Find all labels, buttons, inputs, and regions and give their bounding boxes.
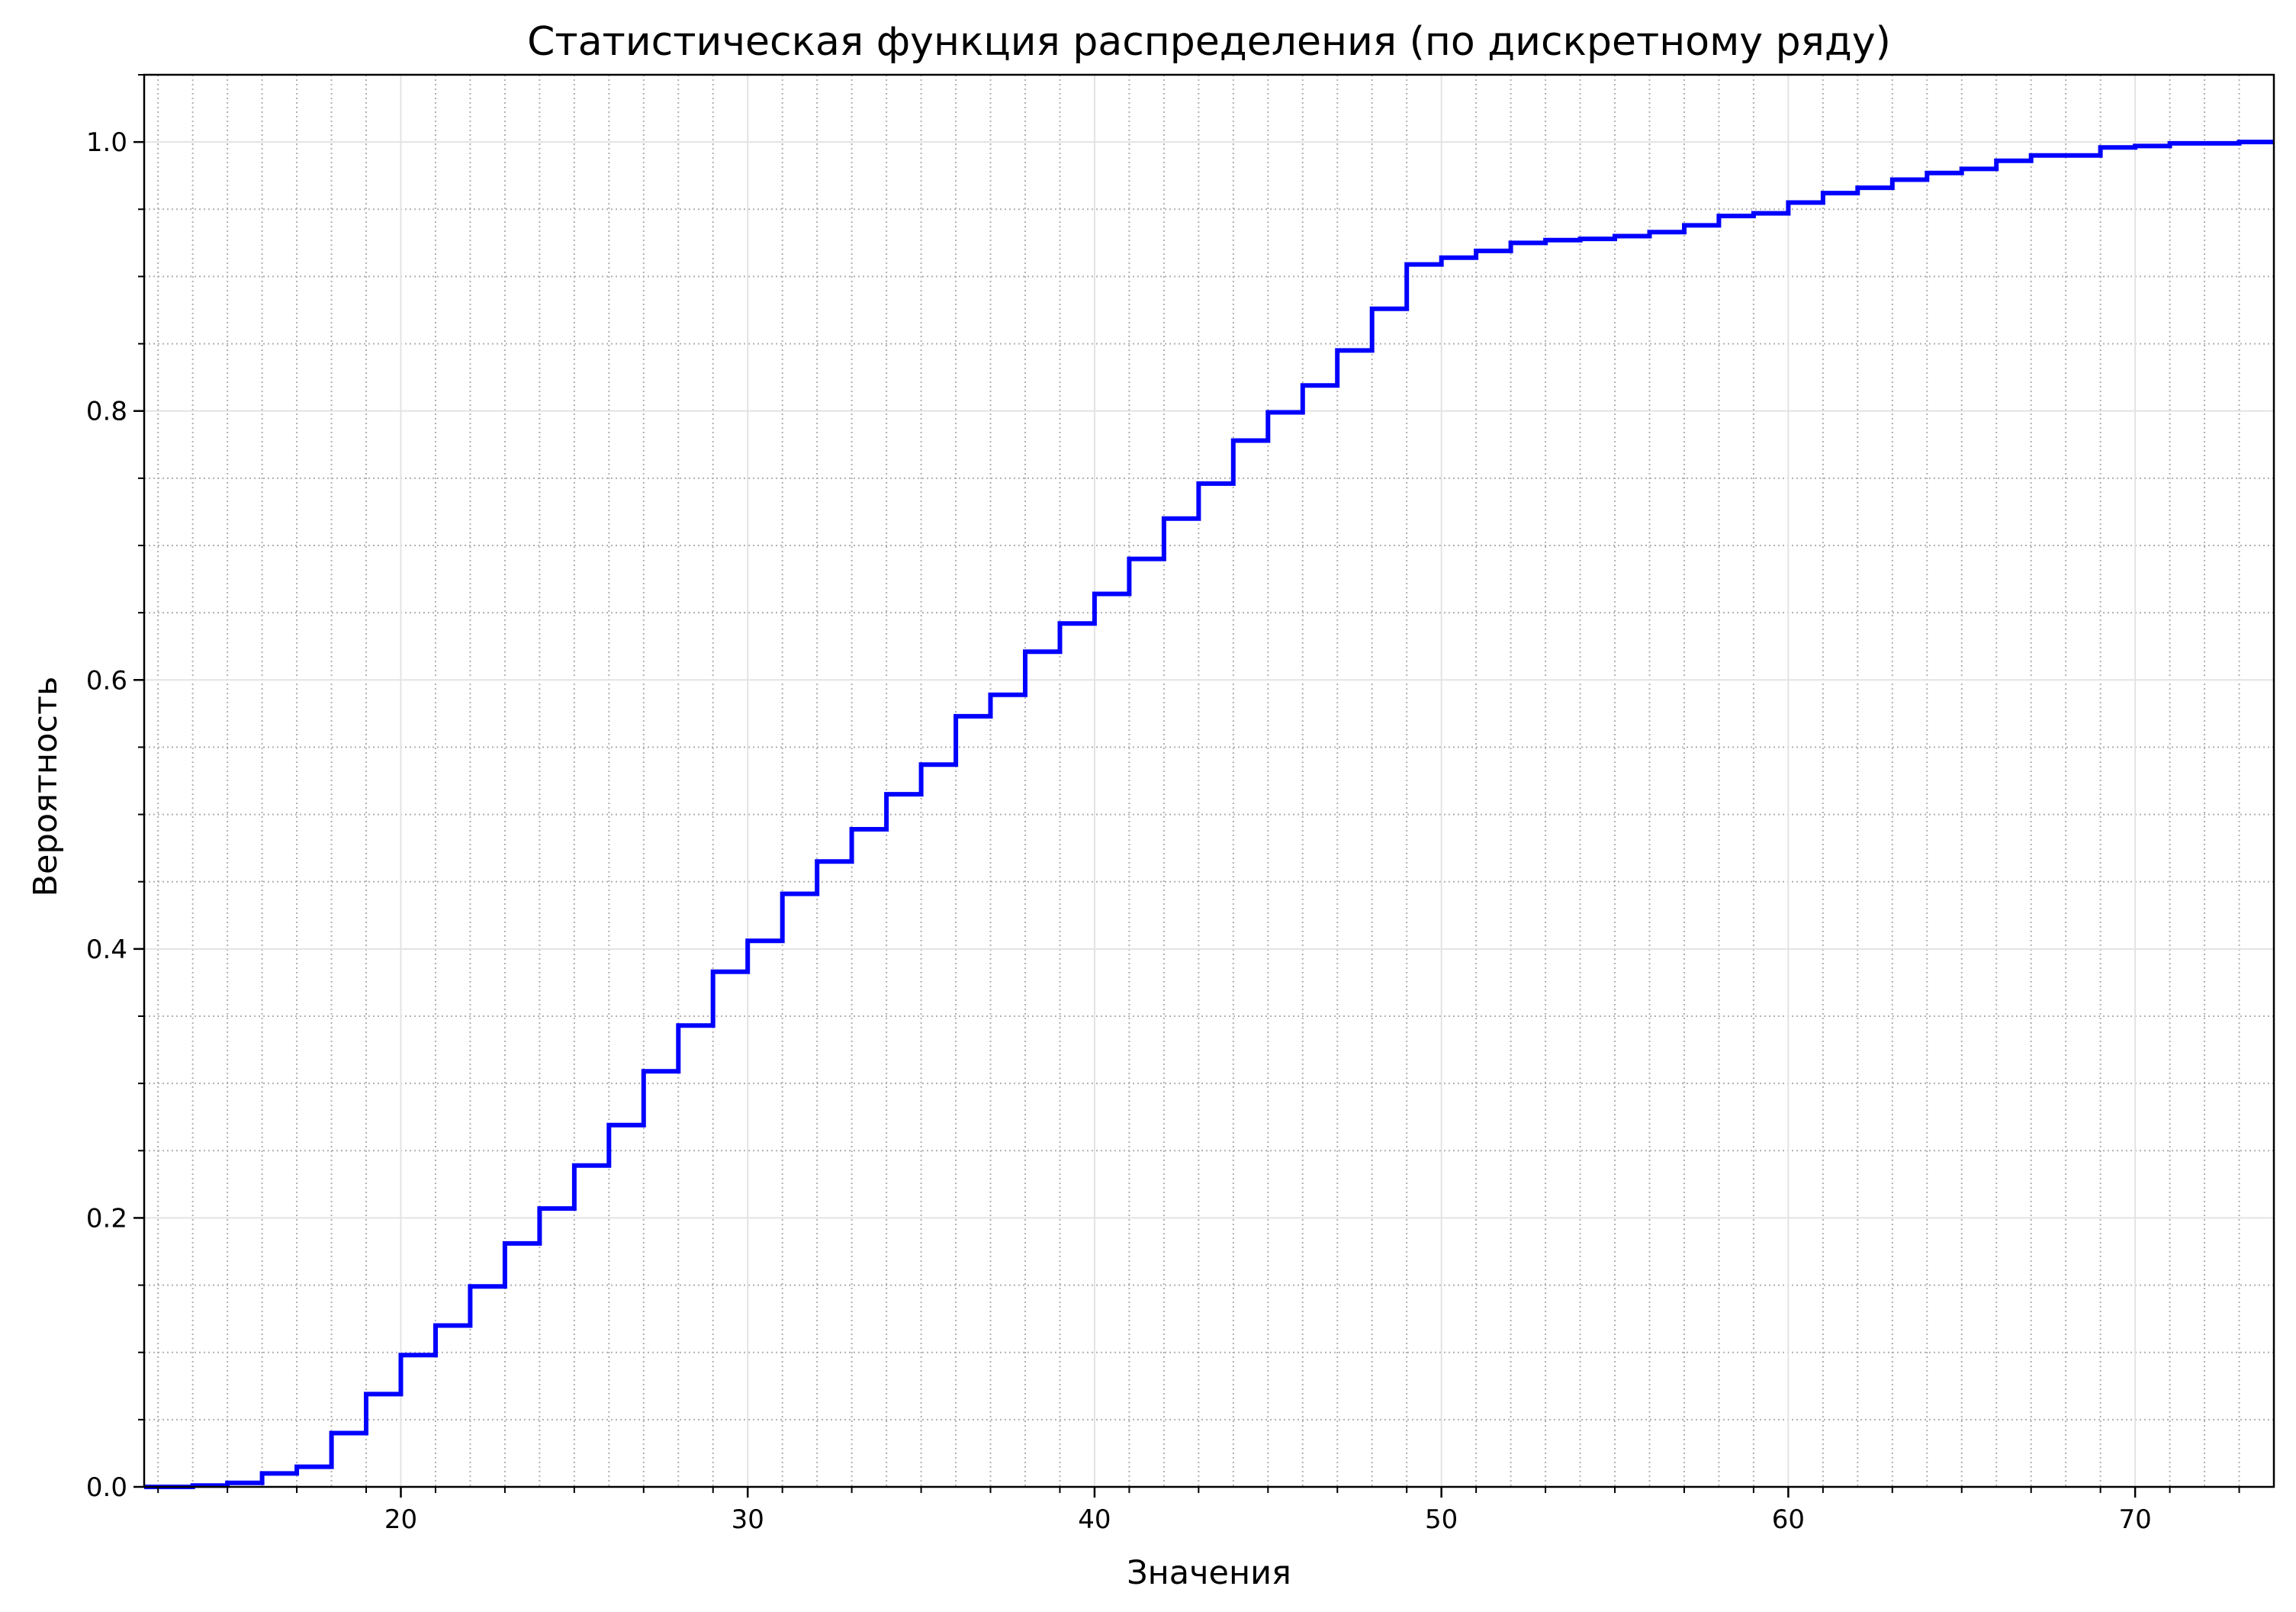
y-tick-label: 1.0 <box>86 127 127 158</box>
y-tick-label: 0.8 <box>86 397 127 427</box>
y-axis-label: Вероятность <box>27 677 65 897</box>
x-tick-label: 70 <box>2118 1504 2151 1535</box>
y-tick-label: 0.0 <box>86 1472 127 1503</box>
y-tick-label: 0.6 <box>86 665 127 696</box>
cdf-step-line <box>144 140 2274 1489</box>
axes-frame <box>143 73 2275 1488</box>
y-tick-label: 0.2 <box>86 1203 127 1234</box>
x-axis-label: Значения <box>1127 1554 1291 1592</box>
x-tick-label: 30 <box>732 1504 764 1535</box>
y-tick-label: 0.4 <box>86 935 127 965</box>
x-tick-label: 40 <box>1078 1504 1111 1535</box>
x-tick-label: 20 <box>384 1504 417 1535</box>
x-tick-label: 50 <box>1425 1504 1458 1535</box>
x-tick-label: 60 <box>1772 1504 1805 1535</box>
plot-area: 20 30 40 50 60 70 0.0 0.2 0.4 0.6 0.8 1.0 <box>86 73 2275 1535</box>
chart-title: Статистическая функция распределения (по… <box>527 19 1891 65</box>
